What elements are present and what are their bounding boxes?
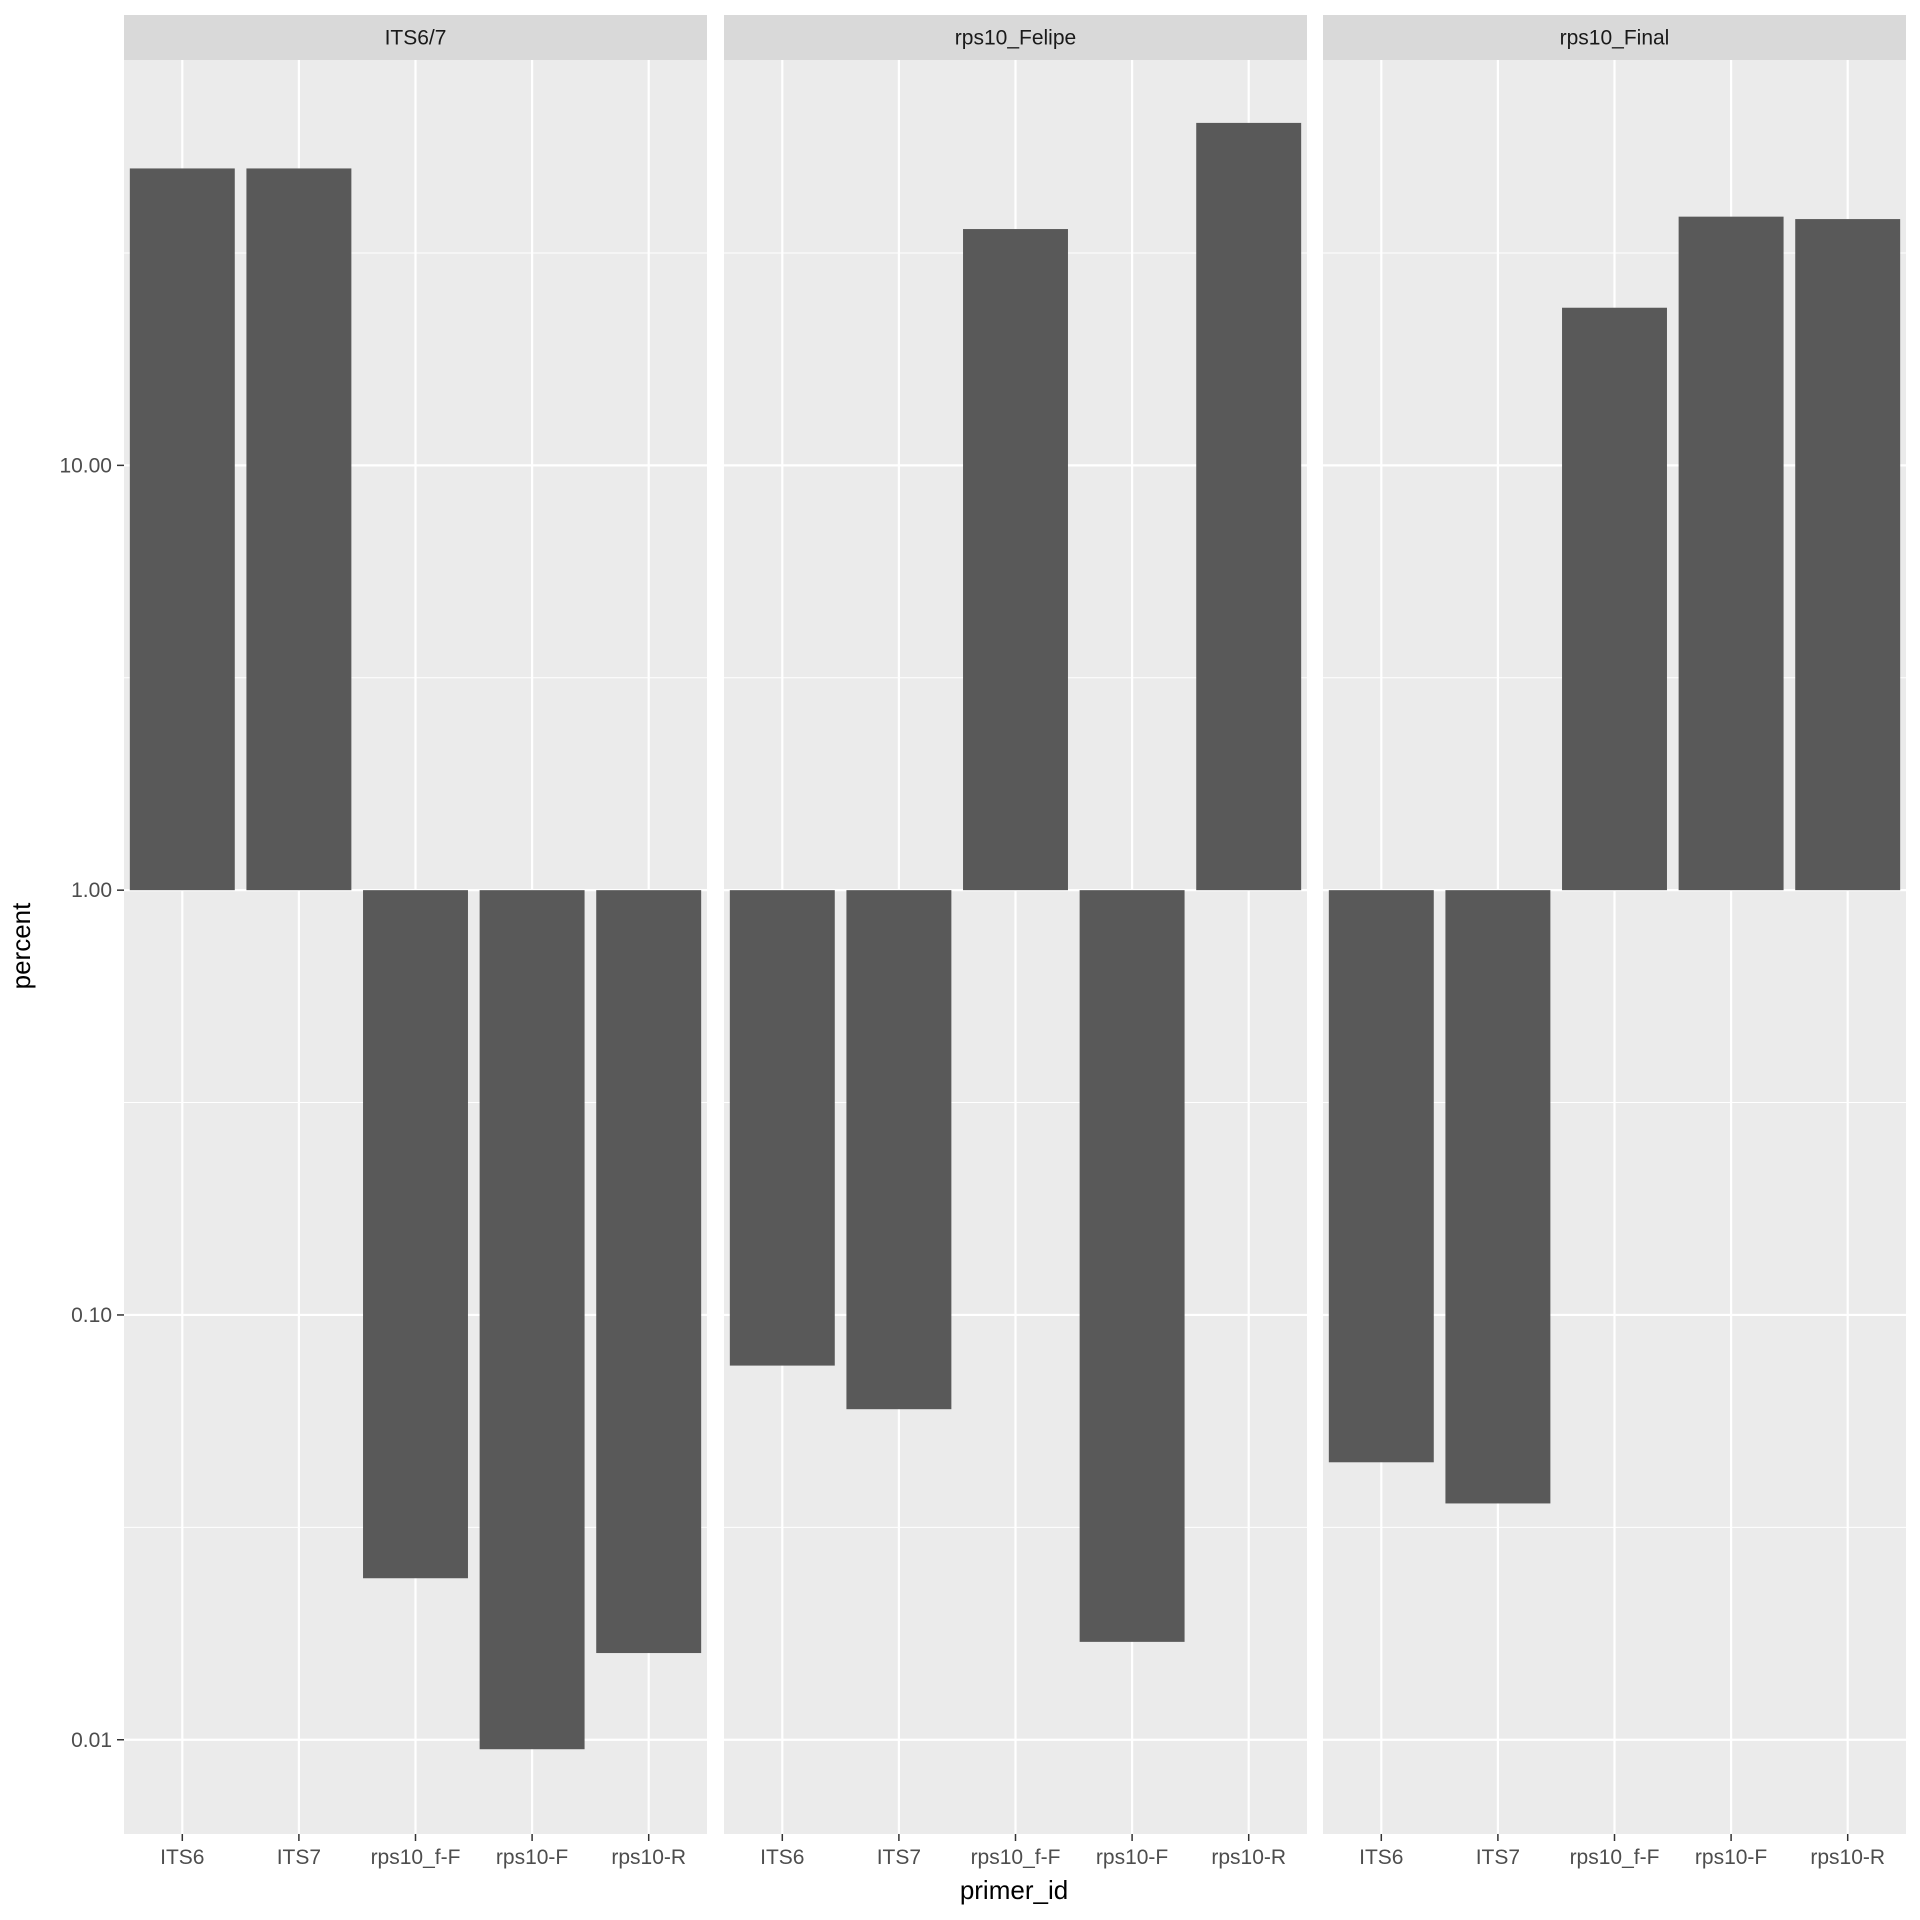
bar [1795,219,1901,891]
bar [1562,307,1667,891]
y-tick-label: 10.00 [59,454,112,477]
bar [1079,890,1185,1642]
x-axis-title: primer_id [960,1875,1068,1905]
bar [1445,890,1551,1504]
x-tick-label: rps10_f-F [1570,1846,1660,1869]
facet-strip [124,15,707,60]
facet-strip [1323,15,1906,60]
x-tick-label: ITS6 [160,1846,204,1869]
x-tick-label: ITS6 [1359,1846,1403,1869]
y-axis-title: percent [6,902,36,989]
x-tick-label: ITS6 [760,1846,804,1869]
bar [963,229,1068,891]
bar [479,890,585,1750]
y-tick-label: 0.01 [71,1729,112,1752]
facet-strip-label: rps10_Final [1560,27,1670,50]
x-tick-label: rps10-F [1695,1846,1767,1869]
y-axis: 0.01 0.10 1.00 10.00 [59,454,124,1752]
y-tick-label: 0.10 [71,1304,112,1327]
x-tick-label: ITS7 [277,1846,321,1869]
y-tick-label: 1.00 [71,879,112,902]
x-tick-label: rps10-F [496,1846,568,1869]
x-tick-label: rps10_f-F [371,1846,461,1869]
facet-panel: ITS6 ITS7 rps10_f-F rps10-F rps10-R ITS6/7 [124,15,707,1869]
bar [1678,216,1784,891]
facet-strip-label: ITS6/7 [385,27,447,50]
bar [1328,890,1434,1463]
x-tick-label: ITS7 [1476,1846,1520,1869]
bar [246,168,352,891]
bar [129,168,235,891]
facet-panels: ITS6 ITS7 rps10_f-F rps10-F rps10-RITS6/7ITS… [124,15,1906,1869]
facet-strip-label: rps10_Felipe [955,27,1076,50]
x-tick-label: rps10-R [1211,1846,1286,1869]
bar [729,890,835,1366]
x-tick-label: rps10-R [1810,1846,1885,1869]
facet-panel: ITS6 ITS7 rps10_f-F rps10-F rps10-R rps10_Fin… [1323,15,1906,1869]
facet-panel: ITS6 ITS7 rps10_f-F rps10-F rps10-R rps10_Fel… [724,15,1307,1869]
bar [846,890,952,1410]
x-tick-label: rps10-R [611,1846,686,1869]
bar [596,890,702,1654]
x-tick-label: ITS7 [877,1846,921,1869]
bar [1196,122,1302,891]
x-tick-label: rps10-F [1096,1846,1168,1869]
x-tick-label: rps10_f-F [971,1846,1061,1869]
facet-strip [724,15,1307,60]
bar [363,890,468,1579]
